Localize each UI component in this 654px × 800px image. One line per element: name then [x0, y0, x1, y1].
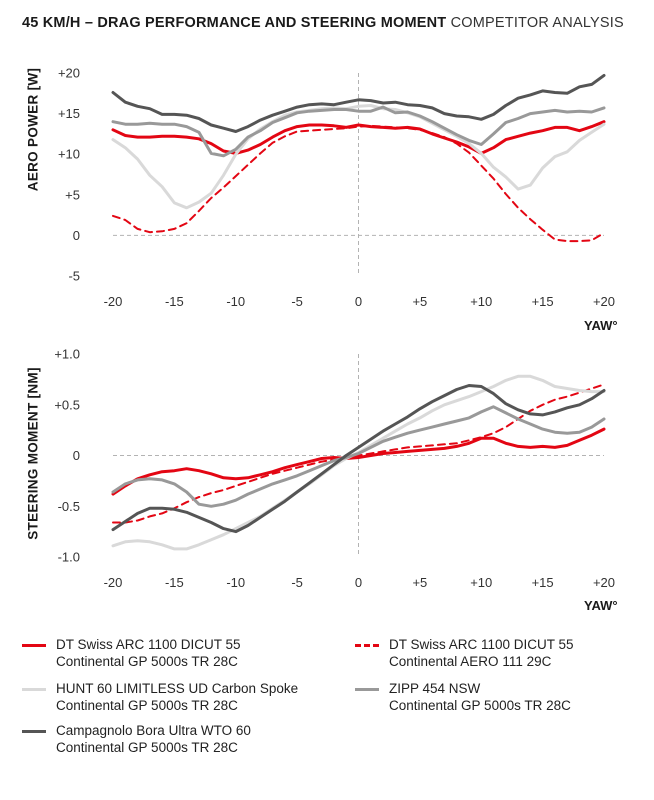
aero-chart: -20 -15 -10 -5 0 +5 +10 +15 +20 +20 +15 +10 +5 0 -5 [58, 66, 615, 310]
steering-x-tick-label: -15 [165, 575, 184, 590]
steering-y-tick-label: 0 [73, 448, 80, 463]
steering-x-tick-label: +20 [593, 575, 615, 590]
aero-x-tick-label: -5 [291, 294, 303, 309]
steering-x-tick-label: +10 [470, 575, 492, 590]
steering-y-tick-label: +0.5 [54, 397, 80, 412]
steering-x-tick-label: +15 [532, 575, 554, 590]
aero-y-tick-label: 0 [73, 228, 80, 243]
aero-series-hunt-60-limitless-ud-carbon-spoke-continental-gp-5000s-tr-28c [111, 104, 606, 210]
aero-x-axis-label: YAW° [584, 318, 618, 333]
steering-chart: -20 -15 -10 -5 0 +5 +10 +15 +20 +1.0 +0.5 0 -0.5 -1.0 [54, 347, 615, 591]
steering-y-tick-label: +1.0 [54, 347, 80, 362]
steering-x-tick-label: +5 [412, 575, 427, 590]
steering-x-tick-label: -10 [226, 575, 245, 590]
aero-x-tick-label: +10 [470, 294, 492, 309]
aero-y-tick-label: +5 [65, 187, 80, 202]
aero-x-tick-label: -10 [226, 294, 245, 309]
aero-y-tick-label: -5 [68, 269, 80, 284]
aero-x-tick-label: +20 [593, 294, 615, 309]
aero-x-tick-label: +15 [532, 294, 554, 309]
steering-x-tick-label: -5 [291, 575, 303, 590]
title-bold: 45 KM/H – DRAG PERFORMANCE AND STEERING … [22, 15, 447, 31]
steering-x-tick-label: -20 [104, 575, 123, 590]
aero-x-tick-label: -20 [104, 294, 123, 309]
steering-series-zipp-454-nsw-continental-gp-5000s-tr-28c [111, 405, 606, 508]
steering-x-axis-label: YAW° [584, 598, 618, 613]
aero-series-dt-swiss-arc-1100-dicut-55-continental-aero-111-29c [112, 124, 605, 243]
aero-y-tick-label: +15 [58, 106, 80, 121]
steering-x-tick-label: 0 [355, 575, 362, 590]
chart-title: 45 KM/H – DRAG PERFORMANCE AND STEERING … [22, 15, 624, 31]
title-light: COMPETITOR ANALYSIS [450, 15, 624, 31]
steering-y-tick-label: -0.5 [58, 499, 80, 514]
aero-series-zipp-454-nsw-continental-gp-5000s-tr-28c [111, 105, 606, 158]
aero-series-dt-swiss-arc-1100-dicut-55-continental-gp-5000s-tr-28c [111, 120, 606, 155]
steering-series-dt-swiss-arc-1100-dicut-55-continental-gp-5000s-tr-28c [111, 427, 606, 496]
aero-x-tick-label: -15 [165, 294, 184, 309]
aero-series-campagnolo-bora-ultra-wto-60-continental-gp-5000s-tr-28c [111, 73, 606, 133]
aero-x-tick-label: 0 [355, 294, 362, 309]
steering-y-tick-label: -1.0 [58, 550, 80, 565]
steering-series-campagnolo-bora-ultra-wto-60-continental-gp-5000s-tr-28c [111, 384, 606, 534]
aero-y-tick-label: +10 [58, 147, 80, 162]
aero-y-tick-label: +20 [58, 66, 80, 81]
aero-x-tick-label: +5 [412, 294, 427, 309]
